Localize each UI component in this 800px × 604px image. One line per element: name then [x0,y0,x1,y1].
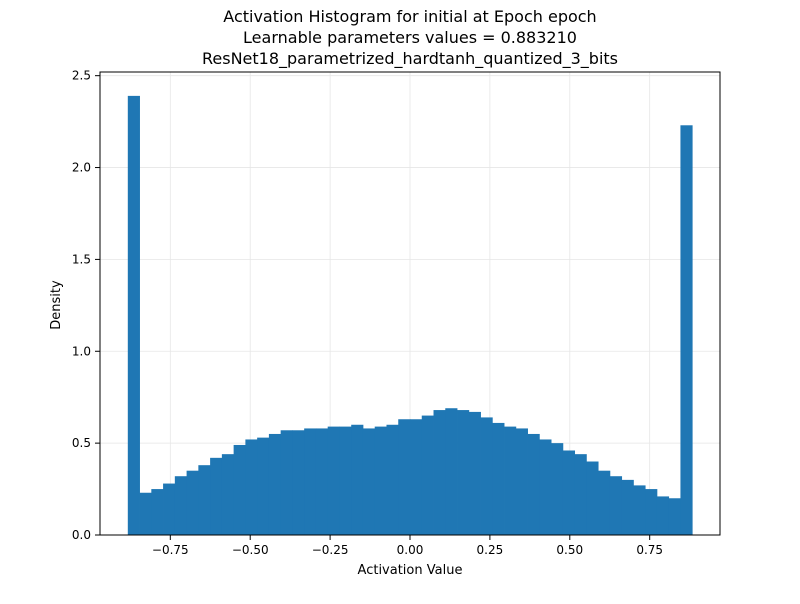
histogram-bar [527,433,540,535]
histogram-bar [562,450,576,535]
y-tick-label: 2.0 [72,161,91,175]
histogram-bar [410,419,423,535]
histogram-bar [280,430,293,535]
x-axis-label: Activation Value [358,563,463,578]
histogram-bar [645,489,658,535]
histogram-bar [292,430,305,535]
histogram-bar [210,457,223,535]
histogram-bar [257,437,270,535]
chart-title-line-1: Activation Histogram for initial at Epoc… [223,7,596,26]
histogram-bar [374,426,387,535]
y-axis-label: Density [49,280,64,330]
x-tick-label: −0.25 [312,543,349,557]
histogram-bar [268,433,282,535]
histogram-bar [457,410,470,535]
histogram-bar [480,417,493,535]
axes-layer: −0.75 −0.50 −0.25 0.00 0.25 0.50 0.75 0.0 0.5 1.0… [72,69,721,557]
x-tick-label: 0.75 [636,543,663,557]
histogram-bar [304,428,317,535]
x-tick-label: 0.25 [477,543,504,557]
histogram-bar [221,454,235,535]
histogram-bar [386,424,399,535]
y-tick-label: 1.0 [72,344,91,358]
y-tick-label: 1.5 [72,252,91,266]
histogram-bar [668,498,681,535]
x-tick-label: −0.75 [152,543,189,557]
histogram-bars [127,95,693,536]
histogram-bar [151,489,164,535]
histogram-bar [174,476,187,535]
histogram-bar [515,428,528,535]
histogram-bar [127,95,140,535]
histogram-bar [139,492,152,535]
histogram-bar [362,428,376,535]
histogram-bar [609,476,623,535]
histogram-bar [445,408,458,535]
histogram-bar [633,485,646,535]
y-tick-label: 2.5 [72,69,91,83]
y-tick-label: 0.5 [72,436,91,450]
histogram-bar [621,479,634,535]
x-tick-label: −0.50 [232,543,269,557]
histogram-bar [186,470,199,535]
histogram-bar [586,461,599,535]
histogram-bar [233,444,246,535]
x-tick-label: 0.50 [556,543,583,557]
y-tick-label: 0.0 [72,528,91,542]
histogram-bar [163,483,176,535]
histogram-bar [680,125,693,536]
chart-title-line-3: ResNet18_parametrized_hardtanh_quantized… [202,49,618,69]
histogram-bar [574,454,587,535]
histogram-bar [315,428,329,535]
histogram-bar [504,426,517,535]
histogram-bar [656,496,670,535]
histogram-bar [421,415,434,535]
histogram-bar [468,411,481,535]
histogram-bar [398,419,411,535]
histogram-bar [551,443,564,535]
histogram-bar [198,465,211,535]
histogram-bar [433,410,446,535]
histogram-bar [245,439,258,535]
histogram-bar [339,426,352,535]
histogram-bar [492,422,505,535]
histogram-bar [598,470,611,535]
histogram-bar [327,426,340,535]
x-tick-label: 0.00 [397,543,424,557]
histogram-bar [539,439,552,535]
chart-title-line-2: Learnable parameters values = 0.883210 [243,28,577,47]
histogram-bar [351,424,364,535]
